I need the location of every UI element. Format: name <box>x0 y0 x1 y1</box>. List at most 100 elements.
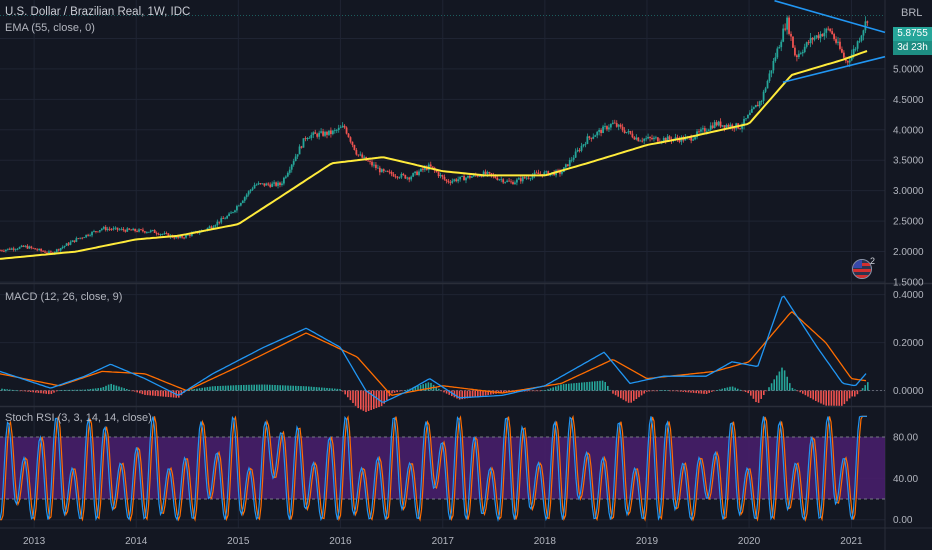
price-tick-label: 1.5000 <box>893 278 924 289</box>
macd-histogram-bar <box>586 382 588 391</box>
candle-body <box>269 184 272 187</box>
macd-histogram-bar <box>45 390 47 394</box>
candle-body <box>831 31 834 35</box>
macd-histogram-bar <box>609 389 612 391</box>
macd-histogram-bar <box>635 390 638 400</box>
macd-histogram-bar <box>6 389 8 391</box>
macd-histogram-bar <box>445 390 448 394</box>
candle-body <box>382 169 385 172</box>
us-flag-icon[interactable] <box>852 259 872 279</box>
macd-histogram-bar <box>269 384 271 391</box>
macd-histogram-bar <box>297 385 300 391</box>
candle-body <box>842 52 845 58</box>
candle-body <box>764 88 767 92</box>
last-price-badge: 5.8755 <box>893 27 932 41</box>
candle-body <box>267 183 270 185</box>
candle-body <box>298 146 301 155</box>
macd-histogram-bar <box>29 390 32 393</box>
candle-body <box>756 105 759 107</box>
macd-histogram-bar <box>516 390 518 392</box>
candle-body <box>157 233 160 235</box>
candle-body <box>345 127 348 134</box>
candle-body <box>50 251 52 253</box>
macd-histogram-bar <box>438 388 440 391</box>
candle-body <box>488 172 491 174</box>
macd-histogram-bar <box>791 387 794 391</box>
candle-body <box>16 248 19 250</box>
macd-histogram-bar <box>716 390 718 391</box>
candle-body <box>245 194 248 198</box>
macd-histogram-bar <box>193 389 196 391</box>
candle-body <box>261 183 264 185</box>
macd-histogram-bar <box>591 381 593 391</box>
macd-histogram-bar <box>781 367 783 391</box>
candle-body <box>71 240 74 243</box>
macd-histogram-bar <box>42 390 45 394</box>
macd-histogram-bar <box>110 383 112 391</box>
candle-body <box>852 48 855 55</box>
macd-histogram-bar <box>843 390 846 405</box>
macd-histogram-bar <box>828 390 830 406</box>
macd-histogram-bar <box>763 390 765 396</box>
macd-histogram-bar <box>302 386 305 391</box>
macd-histogram-bar <box>867 382 869 391</box>
macd-histogram-bar <box>674 390 677 392</box>
candle-body <box>692 139 695 141</box>
macd-histogram-bar <box>1 388 3 391</box>
macd-histogram-bar <box>58 390 60 391</box>
candle-body <box>678 139 681 142</box>
macd-histogram-bar <box>534 390 536 392</box>
candle-body <box>762 91 765 101</box>
candle-body <box>69 242 72 245</box>
candle-body <box>328 130 330 135</box>
candle-body <box>572 157 575 160</box>
macd-histogram-bar <box>256 384 258 391</box>
candle-body <box>750 108 753 113</box>
candle-body <box>255 184 258 186</box>
macd-histogram-bar <box>713 390 716 392</box>
candle-body <box>668 136 671 140</box>
time-tick-label: 2014 <box>125 536 148 547</box>
candle-body <box>805 42 808 47</box>
candle-body <box>46 252 48 254</box>
macd-histogram-bar <box>287 385 289 391</box>
macd-histogram-bar <box>659 390 661 391</box>
candle-body <box>243 197 246 201</box>
macd-histogram-bar <box>102 387 105 391</box>
candle-body <box>257 183 260 185</box>
candle-body <box>866 21 869 23</box>
candle-body <box>273 182 276 184</box>
stoch-tick-label: 0.00 <box>893 515 913 526</box>
macd-histogram-bar <box>406 389 409 391</box>
macd-line <box>0 295 867 403</box>
candle-body <box>713 122 716 128</box>
candle-body <box>320 131 323 133</box>
macd-histogram-bar <box>557 385 560 391</box>
candle-body <box>0 250 1 252</box>
macd-histogram-bar <box>198 388 201 391</box>
macd-histogram-bar <box>578 382 580 391</box>
candle-body <box>418 171 420 176</box>
macd-histogram-bar <box>487 390 489 395</box>
macd-histogram-bar <box>685 390 687 393</box>
macd-histogram-bar <box>531 390 534 392</box>
candle-body <box>435 170 438 173</box>
candle-body <box>400 173 403 178</box>
candle-body <box>30 246 33 248</box>
candle-body <box>220 218 223 223</box>
candle-body <box>181 236 183 238</box>
macd-histogram-bar <box>620 390 622 399</box>
candle-body <box>813 37 816 40</box>
candle-body <box>472 174 475 177</box>
macd-histogram-bar <box>768 387 770 391</box>
candle-body <box>811 37 814 40</box>
candle-body <box>324 131 326 136</box>
macd-histogram-bar <box>656 390 658 392</box>
macd-histogram-bar <box>789 383 791 391</box>
candle-body <box>294 156 297 162</box>
stoch-k-line <box>0 415 867 522</box>
candle-body <box>745 118 747 120</box>
candle-body <box>259 183 262 185</box>
candle-body <box>517 178 520 180</box>
